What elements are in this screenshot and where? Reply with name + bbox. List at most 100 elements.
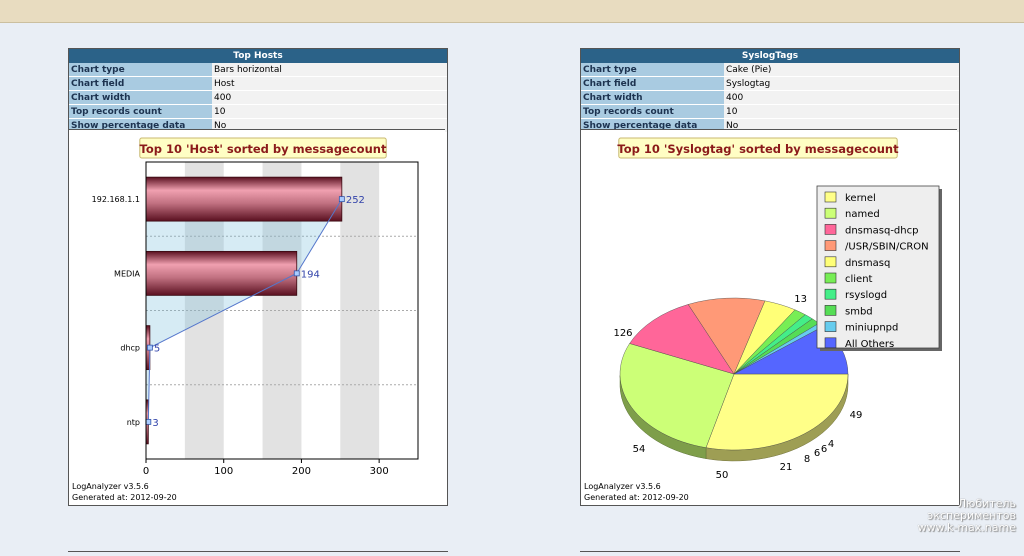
watermark-line: экспериментов [927, 509, 1016, 522]
prop-value: 400 [724, 90, 959, 105]
pie-slice [705, 373, 849, 451]
prop-label: Top records count [581, 104, 724, 119]
hosts-chart-area: Top 10 'Host' sorted by messagecount 192.… [69, 129, 445, 504]
prop-value: Syslogtag [724, 76, 959, 91]
top-hosts-panel: Top Hosts Chart type Bars horizontal Cha… [68, 48, 448, 506]
data-point [293, 270, 300, 277]
legend-label: named [845, 209, 880, 220]
legend-swatch [824, 272, 837, 284]
chart-title: Top 10 'Host' sorted by messagecount [140, 142, 387, 156]
category-label: dhcp [120, 344, 140, 353]
legend-swatch [824, 288, 837, 300]
legend-swatch [824, 305, 837, 316]
legend-swatch [824, 256, 837, 268]
next-panel-edge [68, 551, 448, 556]
legend-swatch [824, 240, 837, 251]
x-tick-label: 200 [292, 466, 311, 477]
data-label: 252 [346, 195, 365, 206]
series-line [147, 198, 343, 422]
legend-label: smbd [845, 306, 873, 317]
slice-value-label: 49 [850, 410, 863, 421]
prop-value: 10 [724, 104, 959, 119]
prop-row: Chart width 400 [581, 90, 959, 105]
slice-value-label: 8 [804, 454, 810, 465]
data-label: 194 [301, 269, 320, 280]
syslogtag-chart-area: Top 10 'Syslogtag' sorted by messagecoun… [581, 129, 957, 504]
legend-swatch [824, 207, 837, 219]
pie-slice [687, 297, 766, 375]
x-tick-label: 300 [370, 466, 389, 477]
footer-generated: Generated at: 2012-09-20 [72, 493, 177, 502]
syslog-tags-panel: SyslogTags Chart type Cake (Pie) Chart f… [580, 48, 960, 506]
prop-label: Chart type [581, 63, 724, 77]
watermark: Любитель экспериментов www.k-max.name [918, 498, 1016, 534]
plot-frame [145, 161, 419, 460]
chart-properties-table: Chart type Cake (Pie) Chart field Syslog… [581, 63, 959, 133]
legend-swatch [824, 191, 837, 203]
chart-properties-table: Chart type Bars horizontal Chart field H… [69, 63, 447, 133]
watermark-line: www.k-max.name [917, 521, 1016, 534]
slice-value-label: 6 [821, 444, 827, 455]
footer-version: LogAnalyzer v3.5.6 [72, 482, 149, 491]
x-tick-label: 100 [214, 466, 233, 477]
prop-value: Bars horizontal [212, 63, 447, 77]
legend-label: miniupnpd [845, 323, 898, 334]
prop-value: 400 [212, 90, 447, 105]
slice-value-label: 21 [780, 462, 793, 473]
next-panel-edge [580, 551, 960, 556]
prop-label: Chart width [69, 90, 212, 105]
legend-label: dnsmasq-dhcp [845, 225, 918, 236]
legend-label: client [845, 274, 873, 285]
legend-swatch [824, 337, 837, 349]
legend-box [816, 185, 940, 349]
footer-version: LogAnalyzer v3.5.6 [584, 482, 661, 491]
x-tick-label: 0 [143, 466, 149, 477]
legend-label: kernel [845, 193, 876, 204]
chart-title-box [139, 137, 387, 159]
pie-slice [619, 343, 735, 448]
chart-title: Top 10 'Syslogtag' sorted by messagecoun… [617, 142, 899, 156]
slice-value-label: 6 [814, 448, 820, 459]
category-label: MEDIA [114, 269, 140, 278]
watermark-line: Любитель [957, 497, 1016, 510]
prop-label: Chart field [581, 76, 724, 91]
prop-row: Chart width 400 [69, 90, 447, 105]
top-banner [0, 0, 1024, 23]
footer-generated: Generated at: 2012-09-20 [584, 493, 689, 502]
panel-title: SyslogTags [581, 49, 959, 63]
category-label: ntp [127, 418, 140, 427]
slice-value-label: 4 [828, 439, 834, 450]
data-point [145, 418, 152, 425]
legend-label: /USR/SBIN/CRON [845, 242, 929, 253]
prop-label: Chart field [69, 76, 212, 91]
prop-value: Host [212, 76, 447, 91]
legend-swatch [824, 321, 837, 332]
prop-row: Top records count 10 [69, 104, 447, 119]
prop-row: Chart type Bars horizontal [69, 63, 447, 77]
prop-row: Top records count 10 [581, 104, 959, 119]
prop-label: Chart width [581, 90, 724, 105]
prop-label: Top records count [69, 104, 212, 119]
data-point [146, 344, 153, 351]
hosts-bar-chart: Top 10 'Host' sorted by messagecount 192.… [92, 137, 419, 477]
legend-label: All Others [845, 339, 894, 350]
bar [145, 250, 298, 296]
prop-value: Cake (Pie) [724, 63, 959, 77]
slice-value-label: 50 [716, 470, 729, 481]
slice-value-label: 54 [633, 444, 646, 455]
prop-row: Chart type Cake (Pie) [581, 63, 959, 77]
prop-row: Chart field Syslogtag [581, 76, 959, 91]
bar [145, 176, 343, 222]
data-label: 3 [152, 418, 158, 429]
chart-title-box [618, 137, 898, 159]
prop-label: Chart type [69, 63, 212, 77]
prop-value: 10 [212, 104, 447, 119]
slice-value-label: 126 [613, 328, 632, 339]
panel-title: Top Hosts [69, 49, 447, 63]
category-label: 192.168.1.1 [92, 195, 140, 204]
legend-label: dnsmasq [845, 258, 890, 269]
data-point [338, 196, 345, 203]
legend-label: rsyslogd [845, 290, 887, 301]
data-label: 5 [154, 344, 160, 355]
syslogtag-pie-chart: Top 10 'Syslogtag' sorted by messagecoun… [613, 137, 942, 481]
